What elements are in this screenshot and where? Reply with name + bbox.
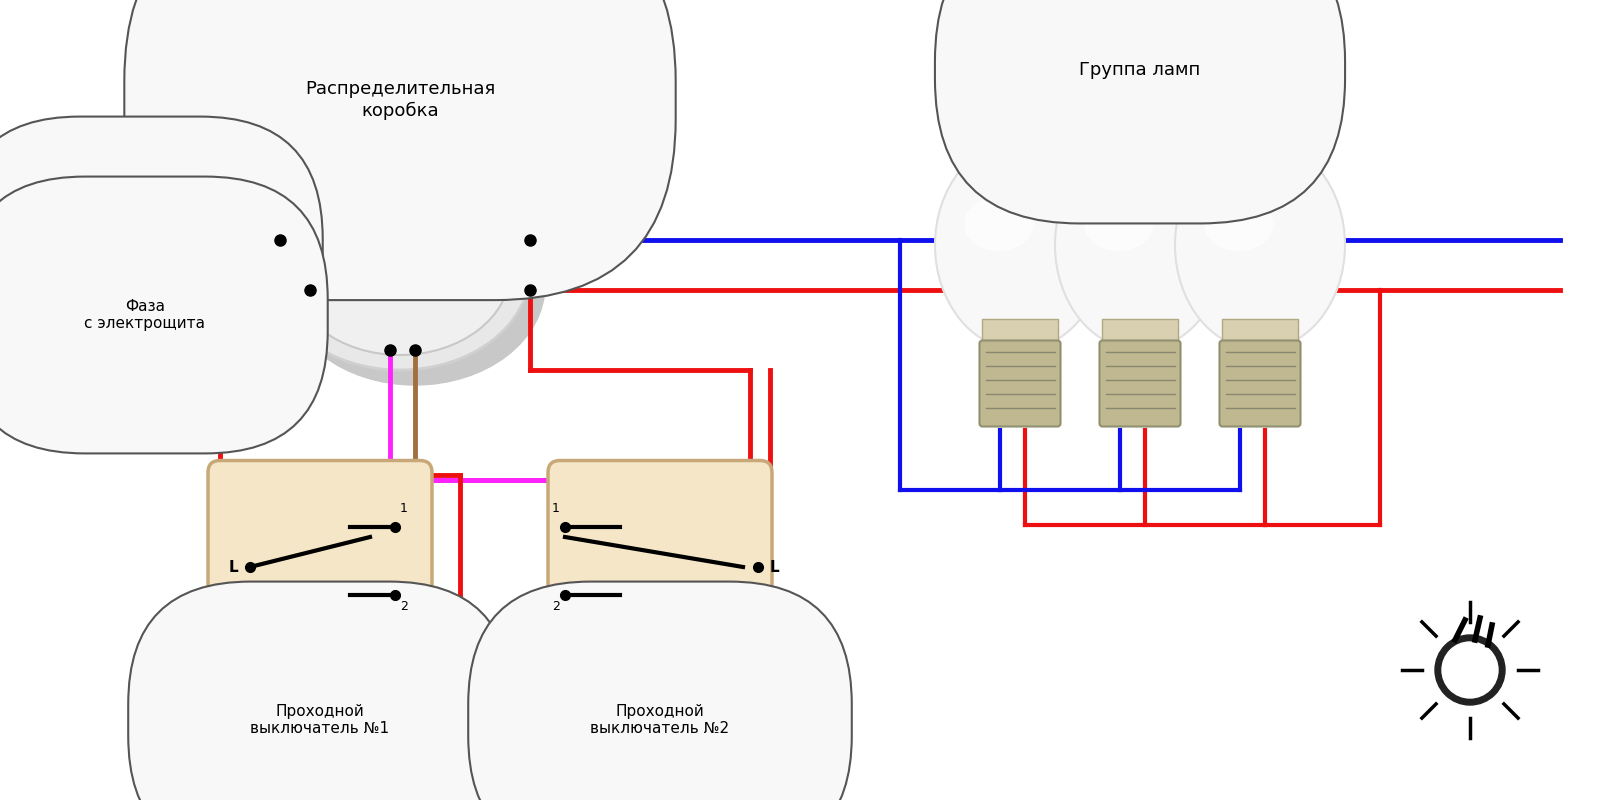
FancyBboxPatch shape	[547, 461, 771, 659]
Text: 1: 1	[400, 502, 408, 515]
Text: L: L	[770, 559, 779, 574]
Text: Проходной
выключатель №2: Проходной выключатель №2	[590, 704, 730, 736]
Ellipse shape	[965, 198, 1032, 250]
Circle shape	[1442, 642, 1498, 698]
Text: 2: 2	[552, 600, 560, 613]
Text: 1: 1	[552, 502, 560, 515]
Text: Группа ламп: Группа ламп	[1080, 61, 1200, 79]
Text: Ноль
с электрощита: Ноль с электрощита	[80, 238, 200, 271]
Ellipse shape	[285, 185, 546, 385]
Ellipse shape	[270, 170, 530, 370]
Text: Проходной
выключатель №1: Проходной выключатель №1	[251, 704, 389, 736]
Ellipse shape	[1174, 140, 1346, 350]
Text: Распределительная
коробка: Распределительная коробка	[306, 81, 494, 119]
Ellipse shape	[1205, 198, 1272, 250]
FancyBboxPatch shape	[1102, 318, 1178, 343]
FancyBboxPatch shape	[979, 341, 1061, 426]
Text: 2: 2	[400, 600, 408, 613]
FancyBboxPatch shape	[1099, 341, 1181, 426]
Ellipse shape	[290, 185, 510, 355]
FancyBboxPatch shape	[1222, 318, 1298, 343]
FancyBboxPatch shape	[208, 461, 432, 659]
Text: L: L	[229, 559, 238, 574]
FancyBboxPatch shape	[1219, 341, 1301, 426]
Ellipse shape	[1054, 140, 1226, 350]
Ellipse shape	[1085, 198, 1152, 250]
Ellipse shape	[934, 140, 1106, 350]
Circle shape	[1435, 635, 1506, 705]
FancyBboxPatch shape	[982, 318, 1058, 343]
Text: Фаза
с электрощита: Фаза с электрощита	[85, 299, 205, 331]
